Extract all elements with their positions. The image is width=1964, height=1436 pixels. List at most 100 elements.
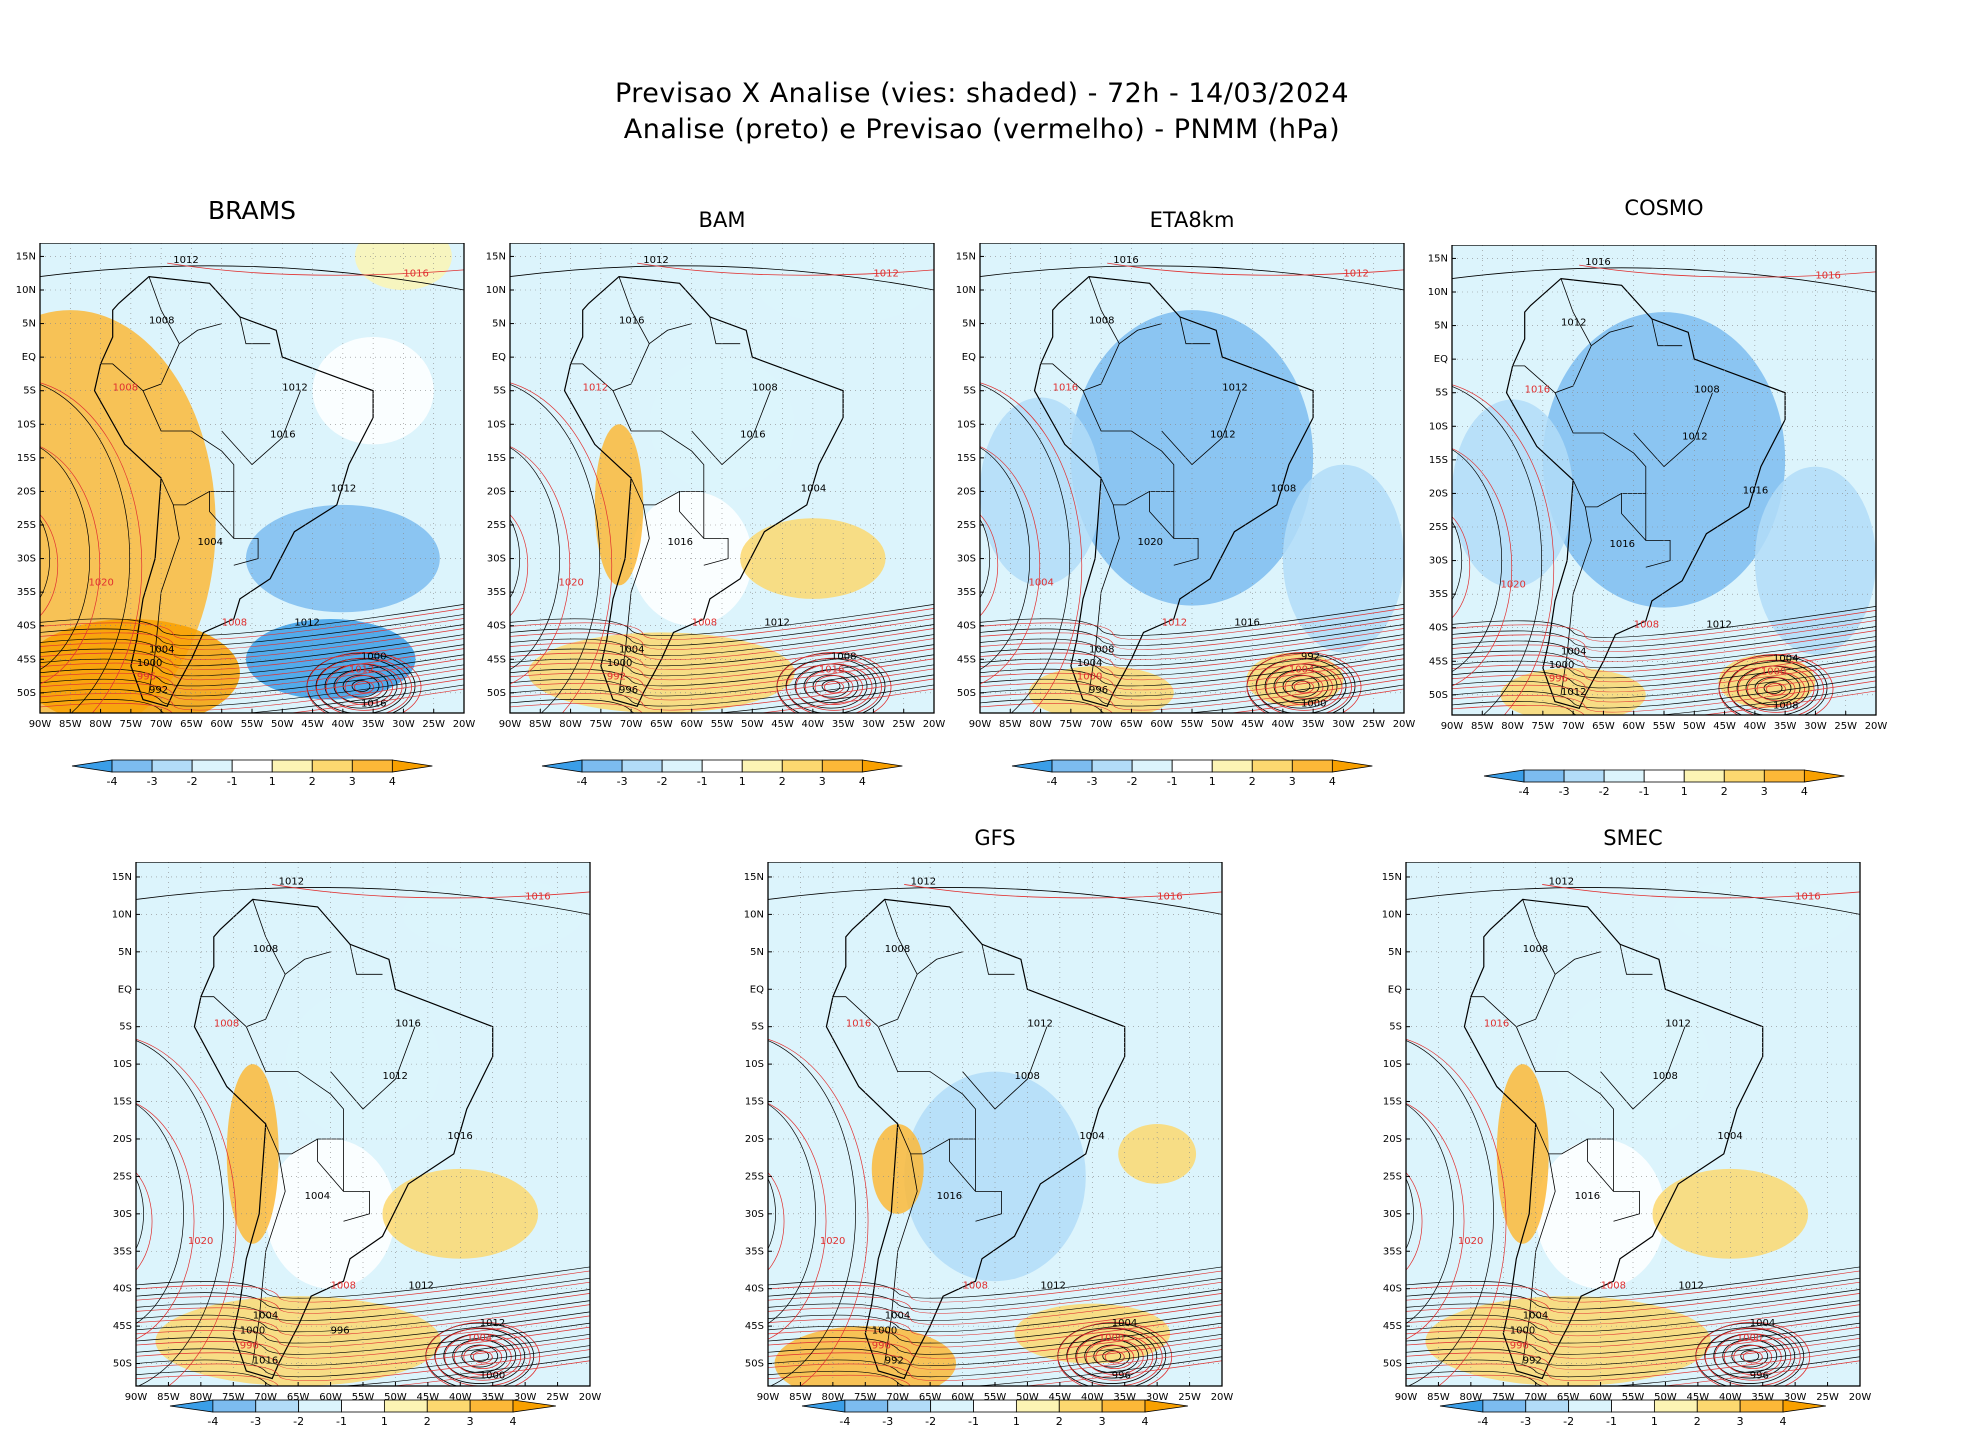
lat-tick-label: 35S: [113, 1246, 132, 1257]
lat-tick-label: 10S: [113, 1059, 132, 1070]
lat-tick-label: 5S: [1435, 388, 1448, 399]
isobar-forecast: [768, 1270, 1222, 1303]
contour-label: 1012: [408, 1281, 433, 1292]
isobar-analysis: [1452, 676, 1876, 709]
isobar-analysis: [434, 1328, 526, 1384]
colorbar-label: 3: [1761, 785, 1768, 798]
isobar-analysis: [1763, 682, 1783, 695]
colorbar-swatch: [1643, 769, 1685, 783]
lon-tick-label: 50W: [1683, 721, 1706, 732]
isobar-forecast: [1542, 884, 1860, 899]
isobar-forecast: [1452, 650, 1876, 683]
lat-tick-label: 45S: [1429, 656, 1448, 667]
colorbar-label: 4: [389, 775, 396, 788]
lat-tick-label: 10S: [957, 419, 976, 430]
lon-tick-label: 20W: [1211, 1392, 1234, 1403]
lon-tick-label: 65W: [1557, 1392, 1580, 1403]
isobar-forecast: [510, 446, 571, 685]
colorbar-swatch: [1439, 1399, 1484, 1413]
lon-tick-label: 40W: [1081, 1392, 1104, 1403]
lon-tick-label: 75W: [1532, 721, 1555, 732]
lat-tick-label: EQ: [962, 352, 976, 363]
map-bam: 1012 1012 1016 1008 1012 1016 1004 1020 1016 1012…: [486, 243, 945, 730]
isobar-analysis: [136, 1322, 590, 1355]
contour-label: 1020: [1137, 537, 1162, 548]
bias-blob: [871, 1124, 924, 1214]
colorbar-swatch: [1058, 1399, 1103, 1413]
isobar-analysis: [1406, 1311, 1860, 1344]
contour-label: 1012: [643, 255, 668, 266]
border-line: [1554, 345, 1647, 508]
isobar-forecast: [1406, 1281, 1860, 1314]
isobar-analysis: [1406, 1322, 1860, 1355]
isobar-analysis: [1406, 887, 1860, 915]
lon-tick-label: 90W: [1441, 721, 1464, 732]
isobar-forecast: [980, 648, 1404, 681]
lon-tick-label: 25W: [892, 719, 915, 730]
isobar-forecast: [795, 663, 873, 711]
contour-label: 992: [885, 1356, 904, 1367]
colorbar-swatch: [1291, 759, 1333, 773]
isobar-analysis: [136, 1333, 590, 1366]
lat-tick-label: 10N: [486, 285, 506, 296]
isobar-forecast: [980, 382, 1083, 713]
lon-tick-label: 55W: [1622, 1392, 1645, 1403]
colorbar-label: -4: [207, 1415, 218, 1428]
contour-label: 1008: [253, 944, 278, 955]
contour-label: 1000: [361, 651, 386, 662]
contour-label: 1008: [1014, 1071, 1039, 1082]
lat-tick-label: 5S: [119, 1022, 132, 1033]
isobar-analysis: [510, 604, 934, 636]
colorbar-label: 3: [819, 775, 826, 788]
colorbar-swatch: [1144, 1399, 1189, 1413]
lat-tick-label: 5S: [963, 386, 976, 397]
isobar-forecast: [1452, 516, 1471, 619]
lat-tick-label: 5N: [492, 319, 506, 330]
contour-label: 1004: [1750, 1318, 1775, 1329]
isobar-forecast: [1452, 620, 1876, 652]
lat-tick-label: 5N: [962, 319, 976, 330]
isobar-analysis: [136, 1289, 590, 1321]
isobar-analysis: [510, 684, 934, 713]
colorbar-label: -3: [146, 775, 157, 788]
lon-tick-label: 35W: [832, 719, 855, 730]
isobar-analysis: [40, 384, 131, 713]
contour-label: 1004: [1717, 1131, 1742, 1142]
colorbar-swatch: [887, 1399, 932, 1413]
lat-tick-label: 50S: [487, 688, 506, 699]
isobar-analysis: [1452, 386, 1543, 715]
isobar-analysis: [768, 1345, 1222, 1378]
isobar-analysis: [1255, 658, 1347, 713]
contour-label: 1000: [607, 658, 632, 669]
lat-tick-label: 50S: [113, 1359, 132, 1370]
contour-label: 1004: [305, 1191, 330, 1202]
bias-blob: [40, 310, 216, 713]
lon-tick-label: 60W: [951, 1392, 974, 1403]
contour-label: 1012: [1222, 383, 1247, 394]
lat-tick-label: 35S: [17, 587, 36, 598]
contour-label: 1012: [1343, 269, 1368, 280]
lon-tick-label: 80W: [559, 719, 582, 730]
isobar-analysis: [768, 1266, 1222, 1299]
map-eta8km: 1016 1012 1008 1012 1016 1012 1008 1004 1020 1016…: [956, 243, 1415, 730]
colorbar-eta8km: -4 -3 -2 -1 1 2 3 4: [1011, 759, 1373, 788]
lon-tick-label: 60W: [1589, 1392, 1612, 1403]
contour-label: 1000: [480, 1371, 505, 1382]
border-line: [100, 363, 144, 391]
lat-tick-label: 45S: [745, 1321, 764, 1332]
colorbar-cosmo: -4 -3 -2 -1 1 2 3 4: [1483, 769, 1845, 798]
colorbar-label: 4: [1780, 1415, 1787, 1428]
contour-label: 1000: [1737, 1333, 1762, 1344]
border-line: [703, 491, 729, 566]
lat-tick-label: 25S: [113, 1171, 132, 1182]
bias-blob: [904, 1071, 1086, 1282]
contour-label: 1016: [937, 1191, 962, 1202]
isobar-analysis: [1406, 1177, 1414, 1250]
lat-tick-label: 25S: [1429, 522, 1448, 533]
border-line: [1633, 392, 1713, 468]
isobar-analysis: [980, 644, 1404, 677]
lat-tick-label: 5N: [1434, 321, 1448, 332]
lon-tick-label: 75W: [590, 719, 613, 730]
colorbar-swatch: [1696, 1399, 1741, 1413]
contour-label: 1004: [1773, 653, 1798, 664]
